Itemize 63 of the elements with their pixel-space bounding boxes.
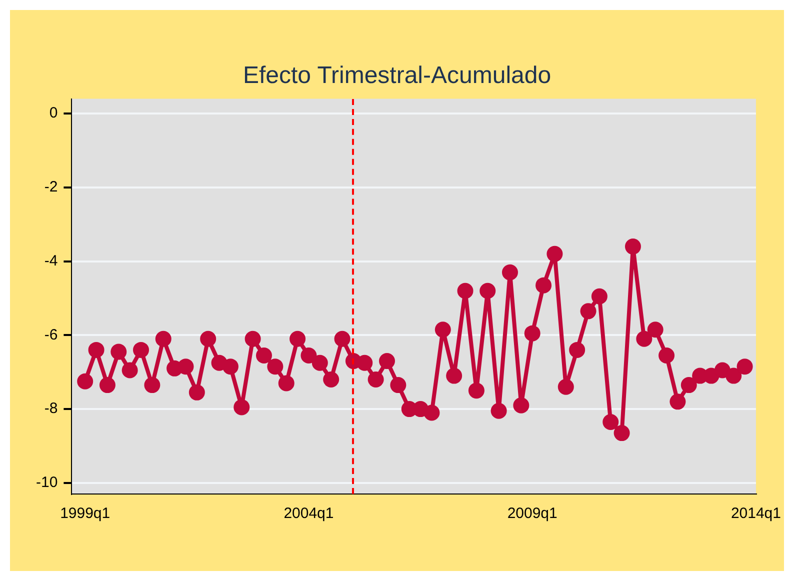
y-tick-label: -2	[44, 178, 58, 196]
point	[234, 399, 250, 416]
point	[680, 377, 697, 394]
point	[602, 414, 619, 430]
point	[178, 358, 194, 375]
point	[356, 354, 373, 371]
point	[558, 378, 574, 395]
point	[99, 377, 116, 394]
point	[290, 330, 306, 347]
y-tick-label: -10	[36, 474, 58, 492]
point	[88, 342, 104, 358]
x-tick-label: 1999q1	[60, 505, 110, 522]
point	[424, 404, 440, 421]
point	[267, 358, 284, 375]
point	[614, 425, 630, 442]
point	[188, 384, 205, 400]
point	[670, 394, 686, 410]
point	[569, 342, 586, 358]
point	[736, 358, 753, 375]
x-tick-label: 2009q1	[507, 505, 558, 522]
point	[726, 368, 742, 384]
point	[457, 282, 474, 299]
point	[434, 322, 451, 338]
point	[110, 344, 127, 360]
point	[502, 264, 518, 280]
point	[480, 282, 496, 299]
point	[624, 238, 641, 255]
point	[323, 372, 340, 388]
point	[468, 382, 484, 399]
point	[222, 358, 238, 375]
point	[133, 342, 150, 358]
point	[591, 288, 608, 304]
chart-title: Efecto Trimestral-Acumulado	[242, 62, 552, 90]
point	[647, 322, 664, 338]
point	[312, 354, 328, 371]
y-tick-label: 0	[49, 104, 58, 122]
point	[300, 347, 317, 364]
point	[490, 402, 507, 419]
point	[378, 353, 395, 370]
point	[77, 373, 94, 390]
point	[244, 330, 261, 347]
point	[256, 347, 272, 364]
x-tick-label: 2004q1	[284, 505, 334, 522]
point	[334, 330, 350, 347]
point	[513, 397, 530, 414]
point	[636, 330, 652, 347]
point	[446, 368, 462, 384]
point	[390, 377, 406, 394]
point	[524, 325, 540, 342]
y-tick-label: -6	[44, 326, 58, 344]
point	[580, 303, 596, 320]
point	[278, 375, 294, 392]
x-tick-label: 2014q1	[730, 505, 782, 522]
point	[155, 330, 172, 347]
point	[658, 347, 675, 364]
point	[200, 330, 216, 347]
point	[546, 246, 563, 262]
point	[122, 362, 138, 378]
point	[368, 372, 384, 388]
y-tick-label: -8	[44, 400, 58, 418]
point	[536, 277, 552, 294]
y-tick-label: -4	[44, 252, 58, 270]
point	[144, 377, 160, 394]
